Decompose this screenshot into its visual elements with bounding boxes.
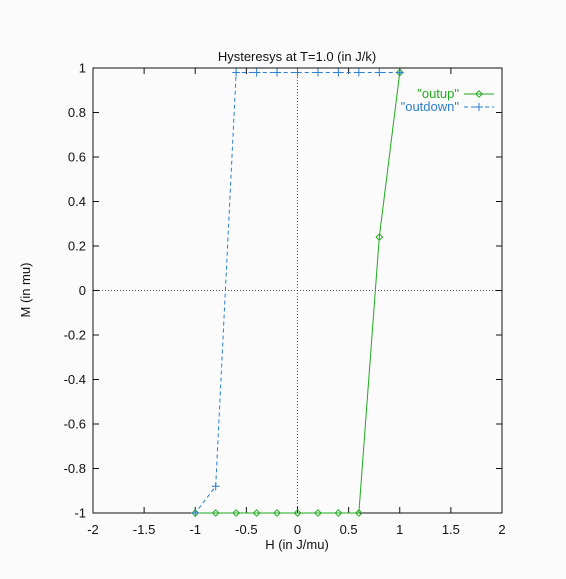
- x-tick-label: 1: [396, 522, 403, 537]
- y-tick-label: -0.4: [64, 372, 86, 387]
- series-layer: [191, 68, 404, 517]
- data-point-diamond: [375, 233, 384, 242]
- y-tick-label: -1: [74, 506, 86, 521]
- legend-label: "outdown": [401, 99, 460, 114]
- legend: "outup""outdown": [401, 86, 494, 114]
- y-tick-label: -0.6: [64, 417, 86, 432]
- y-tick-label: 0.8: [68, 105, 86, 120]
- y-tick-label: 0.2: [68, 239, 86, 254]
- data-point-plus: [232, 68, 241, 77]
- y-tick-label: -0.2: [64, 328, 86, 343]
- legend-label: "outup": [417, 86, 459, 101]
- x-tick-label: 1.5: [442, 522, 460, 537]
- x-tick-label: 0: [294, 522, 301, 537]
- data-point-diamond: [211, 509, 220, 517]
- x-tick-label: -1.5: [133, 522, 155, 537]
- data-point-diamond: [354, 509, 363, 517]
- x-tick-label: -2: [87, 522, 99, 537]
- data-point-plus: [191, 509, 200, 517]
- data-point-diamond: [334, 509, 343, 517]
- data-point-plus: [293, 68, 302, 77]
- y-axis-label: M (in mu): [18, 263, 33, 318]
- data-point-plus: [395, 68, 404, 77]
- data-point-plus: [375, 68, 384, 77]
- series-line: [195, 72, 401, 514]
- data-point-plus: [313, 68, 322, 77]
- data-point-plus: [354, 68, 363, 77]
- data-point-plus: [273, 68, 282, 77]
- series-1: [191, 68, 404, 517]
- data-point-plus: [334, 68, 343, 77]
- y-tick-label: -0.8: [64, 461, 86, 476]
- y-tick-label: 0.4: [68, 194, 86, 209]
- series-line: [194, 71, 400, 514]
- data-point-diamond: [273, 509, 281, 517]
- data-point-plus: [211, 482, 220, 491]
- x-tick-label: -1: [189, 522, 201, 537]
- y-tick-label: 1: [79, 61, 86, 76]
- zero-axes: [93, 68, 502, 513]
- y-tick-label: 0: [79, 283, 86, 298]
- series-0: [191, 68, 404, 517]
- x-tick-label: -0.5: [235, 522, 257, 537]
- x-tick-label: 0.5: [340, 522, 358, 537]
- x-axis-label: H (in J/mu): [265, 537, 329, 552]
- axis-ticks: -2 -1.5 -1 -0.5 0 0.5 1 1.5 2 -1 -0.8 -0.6 -0.4 -0.2 0…: [64, 61, 506, 538]
- data-point-diamond: [475, 90, 483, 98]
- data-point-plus: [475, 103, 483, 111]
- data-point-diamond: [293, 509, 302, 517]
- data-point-plus: [252, 68, 261, 77]
- chart-title: Hysteresys at T=1.0 (in J/k): [218, 49, 376, 64]
- data-point-diamond: [232, 509, 241, 517]
- y-tick-label: 0.6: [68, 150, 86, 165]
- data-point-diamond: [252, 509, 261, 517]
- data-point-diamond: [314, 509, 322, 517]
- x-tick-label: 2: [498, 522, 505, 537]
